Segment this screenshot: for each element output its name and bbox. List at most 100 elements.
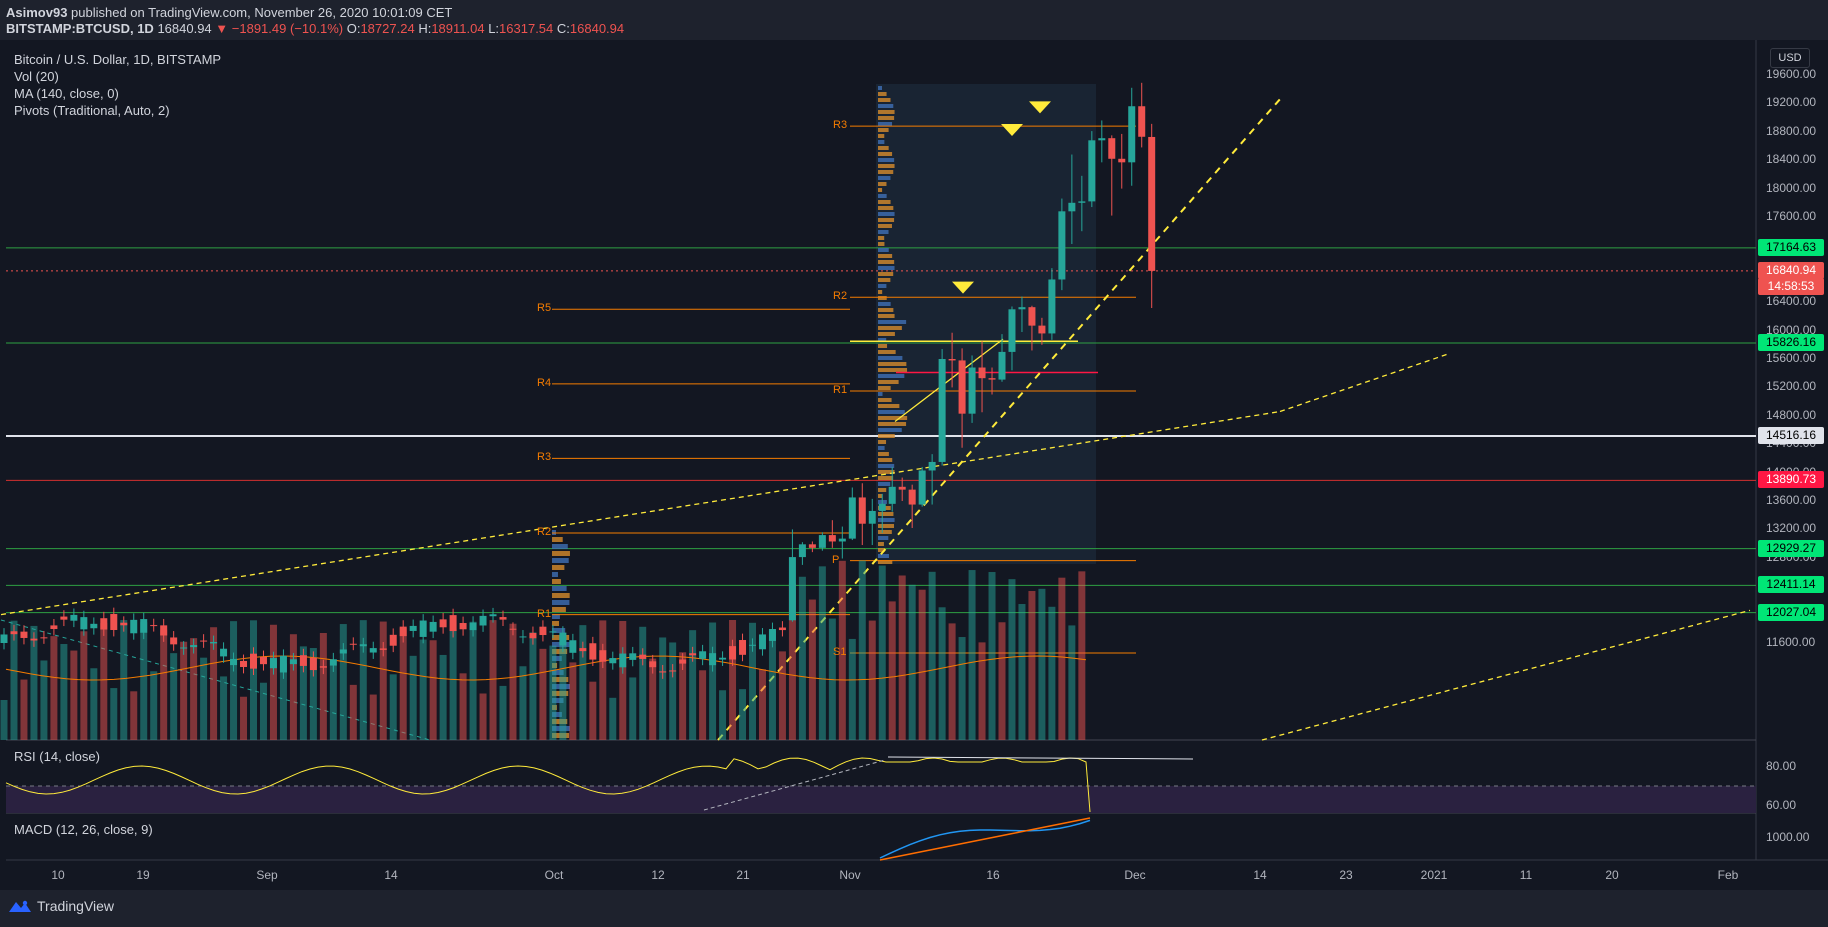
peak-marker-triangle <box>1029 101 1051 114</box>
volume-profile-bar-previous <box>552 565 565 570</box>
candle-body <box>818 535 826 548</box>
volume-bar <box>379 621 387 740</box>
date-axis-tick: Sep <box>256 868 278 882</box>
pivot-label-S1: S1 <box>833 645 847 658</box>
volume-bar <box>60 644 68 740</box>
candle-body-old <box>100 618 108 630</box>
volume-profile-bar <box>878 458 893 462</box>
volume-bar <box>489 620 497 740</box>
volume-profile-bar <box>878 212 895 216</box>
volume-profile-bar <box>878 428 902 432</box>
volume-bar <box>399 628 407 740</box>
legend-moving-average[interactable]: MA (140, close, 0) <box>14 86 119 101</box>
volume-bar <box>729 620 737 740</box>
rsi-band <box>6 786 1756 813</box>
candle-body-old <box>519 636 527 638</box>
volume-profile-bar <box>878 272 894 276</box>
tradingview-logo[interactable]: TradingView <box>8 898 114 914</box>
publish-line: Asimov93 published on TradingView.com, N… <box>6 5 452 20</box>
close-value: 16840.94 <box>569 21 625 36</box>
price-tag-label: 15826.16 <box>1758 333 1824 351</box>
volume-bar <box>319 632 327 740</box>
volume-bar <box>1048 606 1056 740</box>
candle-body-old <box>349 643 357 645</box>
candle-body-old <box>80 617 88 630</box>
candle-body-old <box>399 626 407 637</box>
candle-body-old <box>289 659 297 665</box>
volume-profile-bar <box>878 182 887 186</box>
volume-profile-bar <box>878 116 895 120</box>
candle-body <box>968 367 976 414</box>
rsi-axis-tick: 60.00 <box>1766 798 1797 812</box>
volume-bar <box>409 655 417 740</box>
volume-profile-bar <box>878 164 895 168</box>
candle-body-old <box>489 614 497 617</box>
green-dashed-line <box>0 619 431 741</box>
volume-profile-bar <box>878 194 887 198</box>
volume-bar <box>519 666 527 740</box>
volume-profile-bar <box>878 128 889 132</box>
volume-bar <box>968 570 976 740</box>
candle-body <box>1148 136 1156 271</box>
volume-profile-bar <box>878 146 889 150</box>
candle-body-old <box>160 625 168 636</box>
candle-body-old <box>269 658 277 669</box>
candle-body-old <box>60 616 68 620</box>
legend-macd[interactable]: MACD (12, 26, close, 9) <box>14 822 153 837</box>
symbol-label: BITSTAMP:BTCUSD, 1D <box>6 21 154 36</box>
volume-profile-bar-previous <box>552 593 570 598</box>
volume-profile-bar <box>878 302 891 306</box>
long-trendline-ext <box>1279 352 1451 413</box>
volume-profile-bar <box>878 434 895 438</box>
date-axis-tick: 21 <box>736 868 750 882</box>
volume-profile-bar <box>878 530 892 534</box>
volume-profile-bar <box>878 536 889 540</box>
date-axis-tick: 14 <box>384 868 398 882</box>
volume-bar <box>808 599 816 740</box>
candle-body-old <box>30 638 38 641</box>
candle-body <box>1068 202 1076 212</box>
candle-body <box>988 378 996 380</box>
volume-profile-bar <box>878 344 888 348</box>
candle-body <box>938 359 946 462</box>
date-axis-tick: 2021 <box>1420 868 1448 882</box>
candle-body <box>1058 211 1066 280</box>
volume-bar <box>469 621 477 740</box>
volume-profile-bar <box>878 524 895 528</box>
legend-rsi[interactable]: RSI (14, close) <box>14 749 100 764</box>
volume-profile-bar-previous <box>552 544 568 549</box>
volume-profile-bar <box>878 512 894 516</box>
volume-profile-bar <box>878 218 895 222</box>
candle-body-old <box>479 615 487 626</box>
candle-body <box>1108 138 1116 159</box>
candle-body-old <box>509 628 517 630</box>
volume-profile-bar <box>878 224 892 228</box>
date-axis-tick: Feb <box>1717 868 1739 882</box>
candle-body <box>888 486 896 504</box>
legend-volume[interactable]: Vol (20) <box>14 69 59 84</box>
volume-profile-bar <box>878 440 887 444</box>
candle-body-old <box>279 655 287 673</box>
peak-marker-triangle <box>1001 124 1023 137</box>
legend-pivots[interactable]: Pivots (Traditional, Auto, 2) <box>14 103 170 118</box>
volume-profile-bar <box>878 398 892 402</box>
candle-body <box>928 461 936 471</box>
volume-bar <box>619 620 627 740</box>
currency-button[interactable]: USD <box>1770 48 1810 68</box>
volume-bar <box>70 650 78 740</box>
candle-body-old <box>709 653 717 666</box>
candle-body-old <box>609 658 617 664</box>
candle-body <box>908 489 916 505</box>
candle-body-old <box>469 622 477 631</box>
volume-bar <box>569 662 577 740</box>
short-trendline <box>894 338 1004 422</box>
candle-body-old <box>20 631 28 638</box>
candle-body <box>1088 140 1096 202</box>
volume-profile-bar <box>878 416 908 420</box>
price-tag-label: 12929.27 <box>1758 539 1824 557</box>
volume-bar <box>908 584 916 740</box>
rsi-dashed-trendline <box>703 759 886 811</box>
candle-body-old <box>50 625 58 630</box>
author-name[interactable]: Asimov93 <box>6 5 68 20</box>
